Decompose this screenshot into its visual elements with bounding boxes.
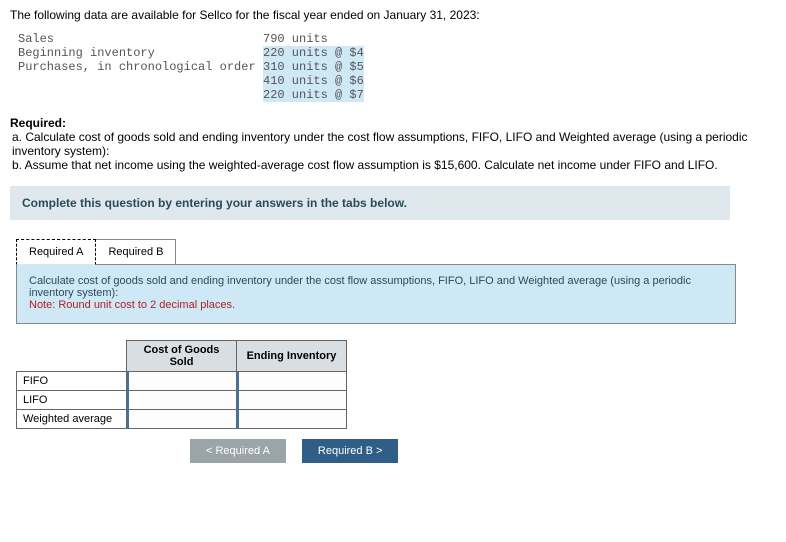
col-ending-inv: Ending Inventory — [237, 341, 347, 372]
panel-text: Calculate cost of goods sold and ending … — [29, 275, 723, 299]
data-value: 220 units @ $4 — [263, 46, 364, 60]
col-cogs: Cost of Goods Sold — [127, 341, 237, 372]
required-a: a. Calculate cost of goods sold and endi… — [12, 130, 776, 158]
input-lifo-cogs[interactable] — [127, 391, 236, 409]
data-value: 220 units @ $7 — [263, 88, 364, 102]
data-label — [18, 88, 263, 102]
tab-required-b[interactable]: Required B — [96, 239, 176, 265]
data-label: Beginning inventory — [18, 46, 263, 60]
given-data: Sales 790 units Beginning inventory 220 … — [18, 32, 776, 102]
data-label: Sales — [18, 32, 263, 46]
next-button[interactable]: Required B > — [302, 439, 399, 463]
prev-button[interactable]: < Required A — [190, 439, 286, 463]
intro-text: The following data are available for Sel… — [10, 8, 776, 22]
panel-note: Note: Round unit cost to 2 decimal place… — [29, 299, 723, 311]
table-row: FIFO — [17, 372, 347, 391]
input-fifo-cogs[interactable] — [127, 372, 236, 390]
nav-buttons: < Required A Required B > — [190, 439, 776, 463]
row-label-fifo: FIFO — [17, 372, 127, 391]
data-value: 790 units — [263, 32, 328, 46]
data-label — [18, 74, 263, 88]
input-wavg-endinv[interactable] — [237, 410, 346, 428]
row-label-wavg: Weighted average — [17, 410, 127, 429]
required-b: b. Assume that net income using the weig… — [12, 158, 776, 172]
table-row: Weighted average — [17, 410, 347, 429]
data-value: 310 units @ $5 — [263, 60, 364, 74]
tabs: Required A Required B — [16, 238, 776, 264]
input-lifo-endinv[interactable] — [237, 391, 346, 409]
data-label: Purchases, in chronological order — [18, 60, 263, 74]
row-label-lifo: LIFO — [17, 391, 127, 410]
required-heading: Required: — [10, 116, 66, 130]
input-fifo-endinv[interactable] — [237, 372, 346, 390]
table-corner — [17, 341, 127, 372]
instruction-bar: Complete this question by entering your … — [10, 186, 730, 220]
required-block: Required: a. Calculate cost of goods sol… — [10, 116, 776, 172]
answer-table: Cost of Goods Sold Ending Inventory FIFO… — [16, 340, 347, 429]
tab-panel: Calculate cost of goods sold and ending … — [16, 264, 736, 324]
table-row: LIFO — [17, 391, 347, 410]
data-value: 410 units @ $6 — [263, 74, 364, 88]
tab-required-a[interactable]: Required A — [16, 239, 96, 265]
input-wavg-cogs[interactable] — [127, 410, 236, 428]
